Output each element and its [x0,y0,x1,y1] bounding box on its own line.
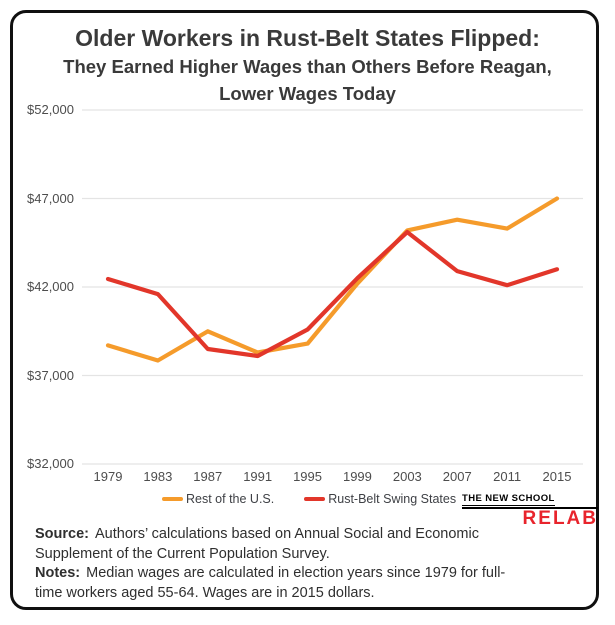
series-line-rest-of-us [105,196,560,363]
x-axis-tick-label: 2015 [542,469,572,484]
source-label: Source: [35,526,89,542]
y-axis-tick-label: $47,000 [27,190,74,206]
legend-swatch-orange [162,496,183,502]
chart-title-line3: Lower Wages Today [219,83,396,104]
source-note: Source: Authors’ calculations based on An… [35,525,509,564]
notes-text: Median wages are calculated in election … [35,565,506,601]
relab-logo: THE NEW SCHOOL RELAB [462,488,598,528]
legend-label-rest-of-us: Rest of the U.S. [186,492,275,506]
y-axis-tick-label: $37,000 [27,367,74,383]
new-school-wordmark: THE NEW SCHOOL [462,493,555,506]
legend-item-rust-belt: Rust-Belt Swing States [304,492,456,506]
series-line-rust-belt [105,229,560,359]
x-axis-tick-label: 1995 [293,469,322,484]
footer-notes: Source: Authors’ calculations based on An… [35,525,509,603]
plot-area [82,109,583,465]
relab-wordmark: RELAB [522,508,598,529]
chart-title: Older Workers in Rust-Belt States Flippe… [0,23,615,107]
x-axis-tick-label: 1983 [143,469,173,484]
x-axis-tick-label: 1979 [93,469,123,484]
methodology-note: Notes: Median wages are calculated in ele… [35,564,509,603]
notes-label: Notes: [35,565,81,581]
legend-item-rest-of-us: Rest of the U.S. [162,492,274,506]
y-axis-tick-label: $32,000 [27,456,74,471]
legend-label-rust-belt: Rust-Belt Swing States [328,492,457,506]
source-text: Authors’ calculations based on Annual So… [35,526,479,562]
x-axis-tick-label: 2011 [493,469,522,484]
y-axis-tick-label: $42,000 [27,279,74,294]
chart-title-line2: They Earned Higher Wages than Others Bef… [63,56,552,77]
x-axis-tick-label: 2007 [442,469,472,484]
legend-swatch-red [304,496,326,502]
chart-title-line1: Older Workers in Rust-Belt States Flippe… [75,25,540,51]
x-axis-tick-label: 1999 [342,469,372,484]
x-axis-tick-label: 1991 [243,469,273,484]
y-axis-tick-label: $52,000 [27,102,74,117]
x-axis-tick-label: 2003 [392,469,422,484]
x-axis-tick-label: 1987 [193,469,223,484]
logo-divider [462,507,598,509]
legend: Rest of the U.S. Rust-Belt Swing States [162,492,456,506]
